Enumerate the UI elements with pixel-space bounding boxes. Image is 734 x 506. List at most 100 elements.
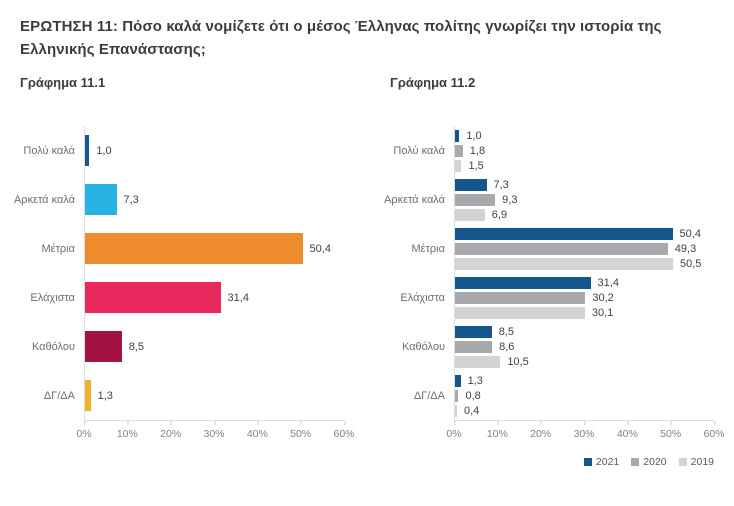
bar-row: 1,5 [455, 158, 714, 173]
legend-label-2021: 2021 [595, 456, 620, 468]
bar-row: 1,3 [85, 371, 344, 420]
axis-tick-label: 40% [616, 421, 638, 440]
category-row: Μέτρια 50,4 [20, 224, 344, 273]
value-label: 30,1 [591, 306, 614, 319]
category-label: Καθόλου [31, 340, 75, 353]
bar-row: 1,8 [455, 143, 714, 158]
value-label: 6,9 [491, 208, 508, 221]
bar-2019 [455, 306, 585, 319]
axis-baseline: 0% 10% 20% 30% 40% 50% 60% [446, 420, 725, 444]
legend-label-2019: 2019 [690, 456, 714, 468]
bar-row: 1,0 [85, 126, 344, 175]
bar-row: 0,4 [455, 403, 714, 418]
category-label: Μέτρια [41, 242, 75, 255]
bar-row: 31,4 [85, 273, 344, 322]
plot-track: 8,5 [84, 322, 344, 371]
value-label: 7,3 [493, 178, 509, 191]
value-label: 8,6 [499, 340, 515, 353]
plot-track: 50,4 49,3 50,5 [454, 224, 714, 273]
plot-track: 1,0 [84, 126, 344, 175]
axis-tick-label: 40% [246, 421, 268, 440]
value-label: 49,3 [674, 242, 697, 255]
x-axis: 0% 10% 20% 30% 40% 50% 60% [390, 420, 725, 444]
plot-track: 7,3 9,3 6,9 [454, 175, 714, 224]
axis-tick-label: 10% [486, 421, 508, 440]
value-label: 50,5 [679, 257, 702, 270]
value-label: 1,3 [467, 374, 483, 387]
bar-row: 1,3 [455, 373, 714, 388]
bar-row: 30,2 [455, 290, 714, 305]
bar-row: 0,8 [455, 388, 714, 403]
axis-tick-label: 0% [446, 421, 462, 440]
axis-spacer [390, 420, 454, 444]
plot-track: 8,5 8,6 10,5 [454, 322, 714, 371]
plot-track: 1,3 0,8 0,4 [454, 371, 714, 420]
value-label: 1,0 [466, 129, 482, 142]
chart-11-1: Γράφημα 11.1 Πολύ καλά 1,0 Αρκετά καλά 7,3 Μ… [14, 75, 355, 468]
category-row: ΔΓ/ΔΑ 1,3 0,8 0,4 [390, 371, 714, 420]
bar-row: 6,9 [455, 207, 714, 222]
value-label: 50,4 [309, 242, 331, 255]
bar-2021 [455, 374, 461, 387]
bar-row: 8,5 [455, 324, 714, 339]
axis-tick-label: 30% [573, 421, 595, 440]
bar [85, 233, 303, 264]
bar-row: 10,5 [455, 354, 714, 369]
value-label: 31,4 [227, 291, 249, 304]
chart-11-2: Γράφημα 11.2 Πολύ καλά 1,0 1,8 1,5 Αρκετά κα… [384, 75, 725, 468]
axis-tick-label: 10% [116, 421, 138, 440]
category-row: Ελάχιστα 31,4 [20, 273, 344, 322]
value-label: 1,0 [96, 144, 112, 157]
value-label: 9,3 [502, 193, 518, 206]
value-label: 1,8 [469, 144, 486, 157]
category-label: Ελάχιστα [400, 291, 445, 304]
bar-2020 [455, 389, 459, 402]
axis-tick-label: 60% [703, 421, 725, 440]
axis-tick-label: 20% [160, 421, 182, 440]
value-label: 30,2 [592, 291, 614, 304]
bar-row: 8,6 [455, 339, 714, 354]
axis-tick-label: 50% [290, 421, 312, 440]
value-label: 1,3 [97, 389, 113, 402]
value-label: 50,4 [679, 227, 701, 240]
category-row: ΔΓ/ΔΑ 1,3 [20, 371, 344, 420]
category-label: ΔΓ/ΔΑ [413, 389, 445, 402]
bar-2019 [455, 404, 457, 417]
bar [85, 135, 90, 166]
bar [85, 331, 122, 362]
value-label: 7,3 [123, 193, 139, 206]
bar-2019 [455, 208, 485, 221]
bar-2020 [455, 291, 586, 304]
value-label: 10,5 [507, 355, 529, 368]
bar-2019 [455, 159, 462, 172]
legend-item-2020: 2020 [631, 456, 667, 468]
bar [85, 184, 117, 215]
bar-row: 50,5 [455, 256, 714, 271]
x-axis: 0% 10% 20% 30% 40% 50% 60% [20, 420, 355, 444]
bar-row: 1,0 [455, 128, 714, 143]
value-label: 0,4 [464, 404, 480, 417]
plot-track: 31,4 [84, 273, 344, 322]
bar-2021 [455, 178, 487, 191]
bar-row: 30,1 [455, 305, 714, 320]
category-row: Αρκετά καλά 7,3 9,3 6,9 [384, 175, 714, 224]
chart-11-1-title: Γράφημα 11.1 [20, 75, 106, 90]
axis-spacer [20, 420, 84, 444]
legend-swatch-2020 [631, 458, 640, 466]
question-title: ΕΡΩΤΗΣΗ 11: Πόσο καλά νομίζετε ότι ο μέσ… [20, 18, 662, 58]
bar-row: 9,3 [455, 192, 714, 207]
value-label: 8,5 [128, 340, 144, 353]
axis-tick-label: 0% [76, 421, 92, 440]
plot-track: 50,4 [84, 224, 344, 273]
category-row: Καθόλου 8,5 [20, 322, 344, 371]
category-row: Ελάχιστα 31,4 30,2 30,1 [390, 273, 714, 322]
bar-row: 7,3 [85, 175, 344, 224]
bar-2021 [455, 325, 492, 338]
bar-row: 50,4 [455, 226, 714, 241]
plot-track: 7,3 [84, 175, 344, 224]
legend-swatch-2021 [583, 458, 592, 466]
bar-2020 [455, 340, 493, 353]
category-row: Αρκετά καλά 7,3 [14, 175, 344, 224]
value-label: 8,5 [498, 325, 514, 338]
